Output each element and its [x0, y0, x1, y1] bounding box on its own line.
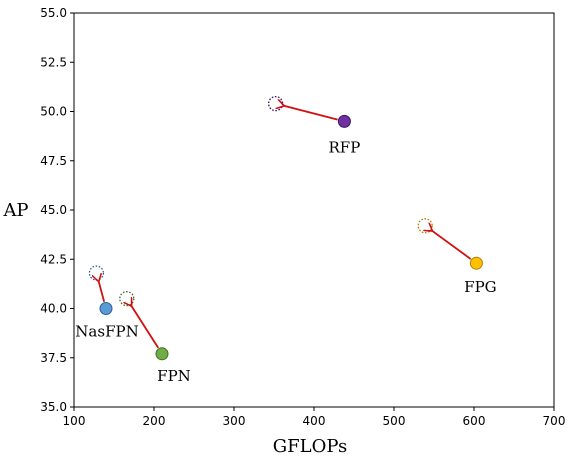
y-tick-label: 52.5 — [40, 55, 67, 69]
data-point — [155, 347, 169, 361]
data-point — [337, 114, 351, 128]
y-tick-label: 37.5 — [40, 351, 67, 365]
y-tick-label: 40.0 — [40, 302, 67, 316]
x-axis: 100 200 300 400 500 600 700 — [63, 407, 566, 428]
y-tick-label: 35.0 — [40, 400, 67, 414]
x-tick-label: 300 — [223, 414, 246, 428]
x-tick-label: 600 — [463, 414, 486, 428]
point-label: FPG — [464, 278, 496, 296]
target-point — [119, 290, 135, 307]
x-axis-title: GFLOPs — [273, 436, 347, 456]
y-tick-label: 47.5 — [40, 154, 67, 168]
x-tick-label: 700 — [543, 414, 566, 428]
arrow — [99, 282, 106, 302]
plot-marks: NasFPN FPN RFP FPG — [75, 95, 497, 385]
plot-frame — [73, 12, 555, 408]
point-label: RFP — [329, 138, 361, 156]
x-tick-label: 500 — [383, 414, 406, 428]
target-point — [417, 218, 433, 234]
x-tick-label: 100 — [63, 414, 86, 428]
arrow — [432, 231, 472, 260]
arrow — [284, 106, 338, 121]
point-label: NasFPN — [75, 323, 138, 341]
y-tick-label: 50.0 — [40, 105, 67, 119]
x-tick-label: 400 — [303, 414, 326, 428]
data-point — [469, 256, 483, 270]
y-tick-label: 45.0 — [40, 203, 67, 217]
point-label: FPN — [157, 367, 191, 385]
data-point — [99, 302, 113, 315]
target-point — [88, 265, 105, 281]
y-axis-title: AP — [2, 200, 28, 221]
target-point — [267, 95, 284, 112]
y-tick-label: 55.0 — [40, 6, 67, 20]
y-tick-label: 42.5 — [40, 252, 67, 266]
x-tick-label: 200 — [143, 414, 166, 428]
arrow — [132, 306, 159, 349]
y-axis: 35.0 37.5 40.0 42.5 45.0 47.5 50.0 52.5 55.0 — [40, 6, 74, 414]
